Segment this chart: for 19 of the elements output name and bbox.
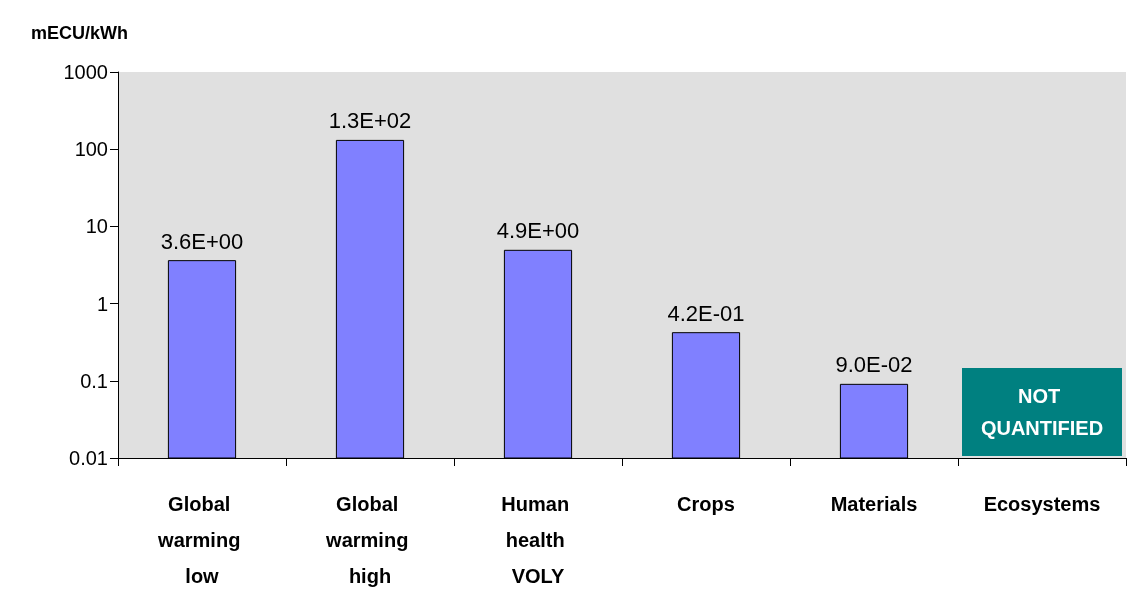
x-tick-label: Global warming low <box>157 493 246 587</box>
x-tick-label: Crops <box>677 493 735 515</box>
data-label: 1.3E+02 <box>328 108 412 134</box>
x-tick-label: Materials <box>830 493 918 515</box>
y-tick-label: 0.01 <box>69 447 108 469</box>
y-axis-title: mECU/kWh <box>30 23 128 43</box>
y-tick-label: 1000 <box>63 61 108 83</box>
y-tick-label: 100 <box>74 138 108 161</box>
x-tick-label: Human health VOLY <box>501 493 575 587</box>
x-tick-label: Ecosystems <box>983 493 1101 515</box>
y-tick-label: 0.1 <box>80 369 108 392</box>
annotation: NOT QUANTIFIED <box>980 385 1104 439</box>
data-label: 9.0E-02 <box>835 352 913 378</box>
y-tick-label: 1 <box>96 292 108 315</box>
x-tick-label: Global warming high <box>325 493 414 587</box>
data-label: 3.6E+00 <box>160 228 244 254</box>
y-tick-label: 10 <box>85 215 108 238</box>
data-label: 4.2E-01 <box>667 300 745 326</box>
data-label: 4.9E+00 <box>496 218 580 244</box>
